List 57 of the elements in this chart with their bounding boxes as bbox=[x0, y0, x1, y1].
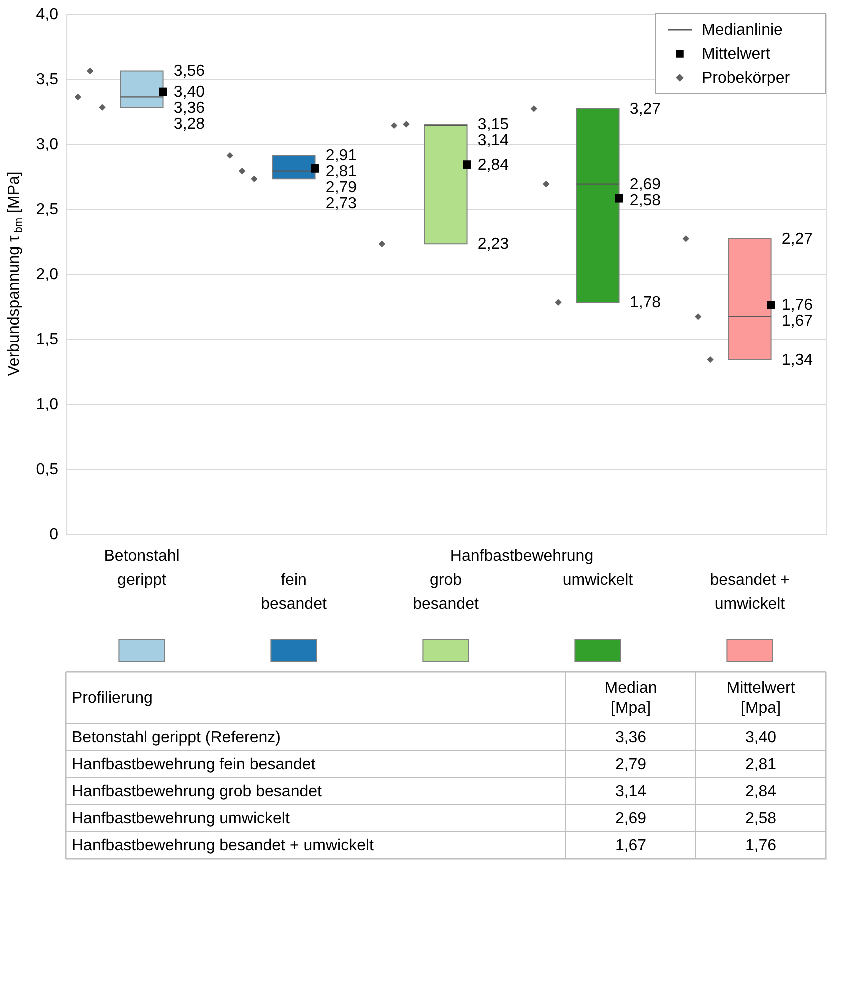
annotation: 3,56 bbox=[174, 63, 206, 80]
category-label: Hanfbastbewehrung fein besandet bbox=[72, 756, 316, 774]
annotation: 2,79 bbox=[326, 180, 358, 197]
category-label: Hanfbastbewehrung besandet + umwickelt bbox=[72, 838, 375, 854]
y-tick-label: 3,0 bbox=[36, 136, 59, 154]
annotation: 3,14 bbox=[478, 132, 510, 150]
x-tick-label: umwickelt bbox=[562, 572, 634, 589]
legend-label: Mittelwert [Mpa] bbox=[726, 680, 796, 717]
annotation: 3,28 bbox=[174, 116, 206, 133]
y-tick-label: 4,0 bbox=[36, 6, 59, 24]
annotation: 2,27 bbox=[782, 230, 814, 248]
y-tick-label: 2,5 bbox=[36, 202, 59, 218]
data-label: 2,79 bbox=[615, 756, 647, 774]
x-tick-label: fein besandet bbox=[261, 572, 328, 613]
y-tick-label: 3,5 bbox=[36, 72, 59, 88]
text: Hanfbastbewehrung bbox=[450, 548, 594, 565]
data-label: 2,84 bbox=[745, 784, 777, 800]
data-label: 2,69 bbox=[615, 810, 647, 828]
annotation: 1,78 bbox=[630, 294, 662, 312]
y-axis-title: Verbundspannung τbm [MPa] bbox=[6, 172, 25, 376]
y-tick-label: 2,0 bbox=[36, 266, 59, 284]
data-label: 2,81 bbox=[326, 164, 358, 181]
data-label: 2,58 bbox=[630, 192, 662, 210]
annotation: 2,73 bbox=[326, 196, 358, 213]
x-tick-label: grob besandet bbox=[413, 572, 480, 613]
y-tick-label: 0 bbox=[50, 526, 59, 544]
y-tick-label: 1,0 bbox=[36, 396, 59, 414]
annotation: 3,36 bbox=[174, 100, 206, 117]
annotation: 1,34 bbox=[782, 352, 814, 369]
y-tick-label: 1,5 bbox=[36, 332, 59, 348]
legend-label: Mittelwert bbox=[702, 46, 772, 63]
y-tick-label: 0,5 bbox=[36, 462, 59, 478]
annotation: 3,27 bbox=[630, 100, 662, 118]
annotation: 1,67 bbox=[782, 313, 814, 330]
data-label: 3,40 bbox=[174, 84, 206, 101]
data-label: 1,67 bbox=[615, 838, 647, 854]
annotation: 3,15 bbox=[478, 116, 510, 134]
data-label: 1,76 bbox=[745, 838, 777, 854]
data-label: 3,40 bbox=[745, 730, 777, 746]
annotation: Medianlinie bbox=[702, 22, 784, 39]
annotation: 2,69 bbox=[630, 176, 662, 194]
category-label: Betonstahl gerippt (Referenz) bbox=[72, 730, 281, 746]
category-label: Hanfbastbewehrung umwickelt bbox=[72, 810, 290, 828]
legend-label: Probekörper bbox=[702, 70, 791, 87]
data-label: 2,81 bbox=[745, 756, 777, 774]
x-tick-label: besandet + umwickelt bbox=[710, 572, 790, 613]
legend-label: Median [Mpa] bbox=[604, 680, 658, 717]
data-label: 2,84 bbox=[478, 156, 510, 174]
data-label: 2,58 bbox=[745, 810, 777, 828]
data-label: 3,36 bbox=[615, 730, 647, 746]
annotation: 2,23 bbox=[478, 236, 510, 254]
data-label: 3,14 bbox=[615, 784, 647, 800]
annotation: 2,91 bbox=[326, 148, 358, 165]
category-label: Hanfbastbewehrung grob besandet bbox=[72, 784, 323, 800]
data-label: 1,76 bbox=[782, 297, 814, 314]
x-tick-label: Betonstahl gerippt bbox=[104, 548, 180, 589]
text: Profilierung bbox=[72, 690, 153, 707]
